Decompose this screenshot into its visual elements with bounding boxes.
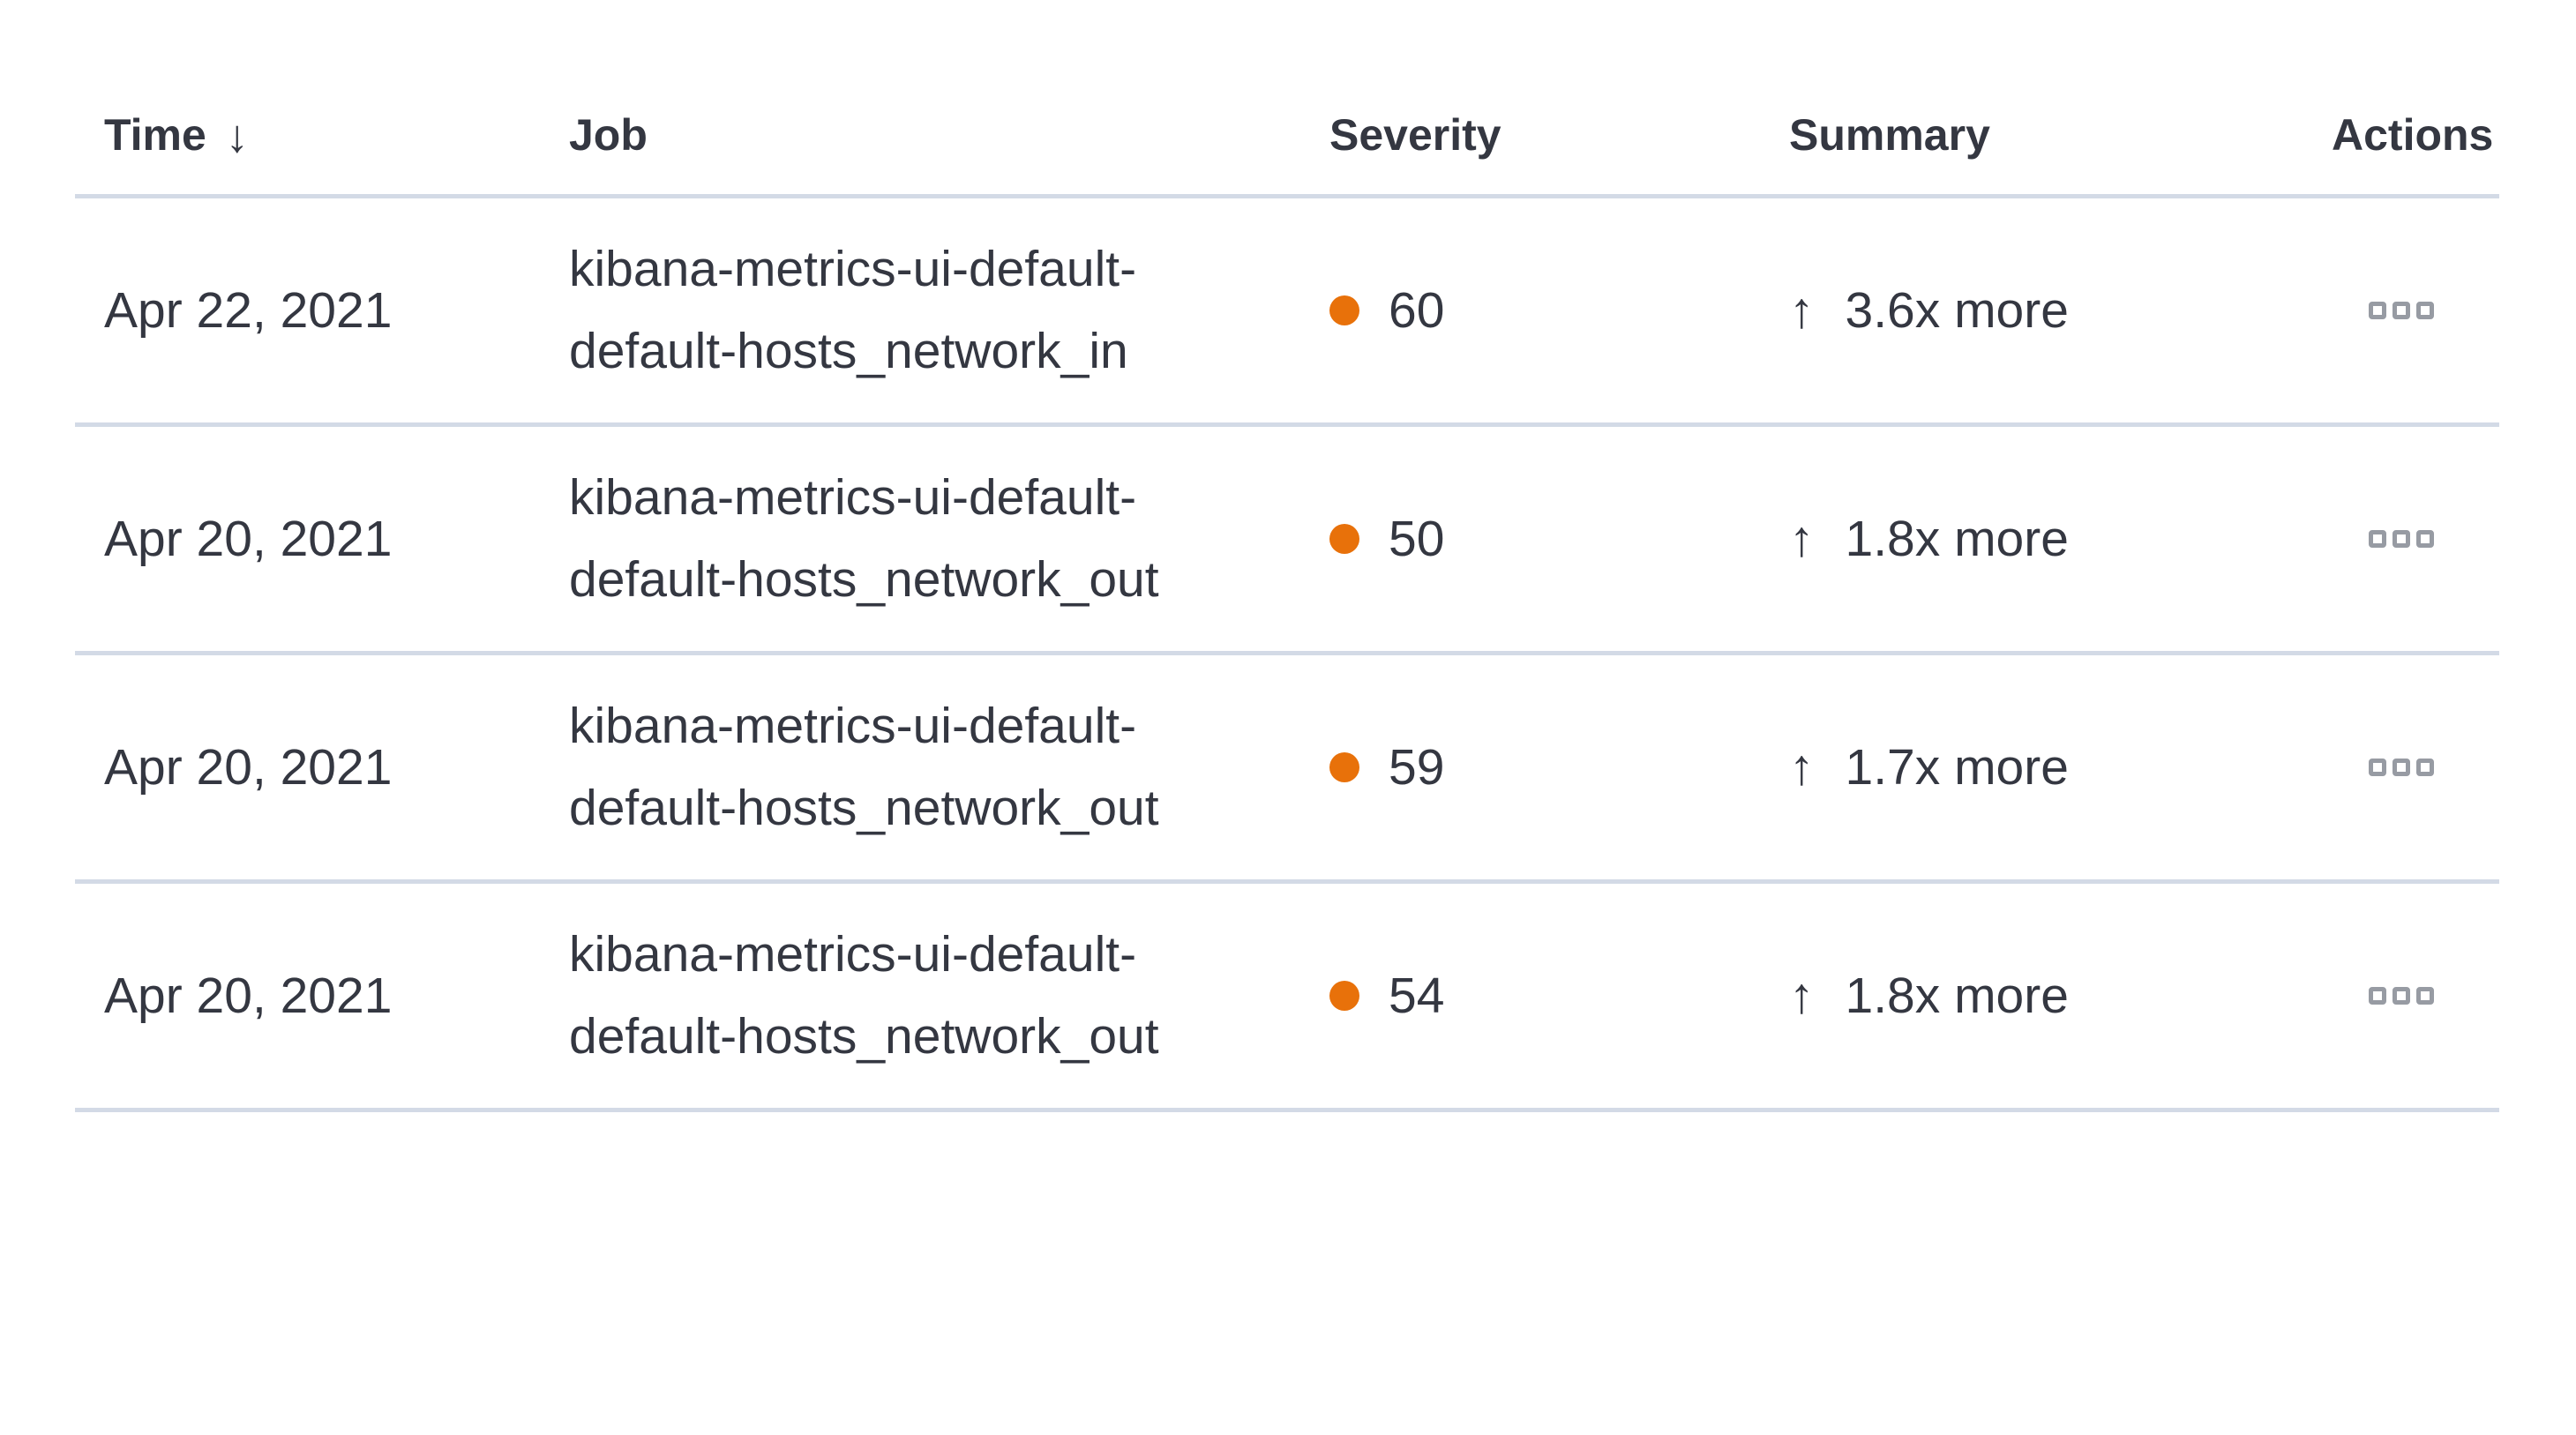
time-cell: Apr 20, 2021 bbox=[104, 968, 393, 1024]
column-header-actions: Actions bbox=[2332, 109, 2494, 160]
anomalies-table: Time ↓ Job Severity Summary Actions Apr … bbox=[75, 0, 2499, 1112]
severity-score: 50 bbox=[1389, 511, 1445, 567]
boxes-horizontal-icon bbox=[2392, 759, 2410, 776]
job-cell: kibana-metrics-ui-default-default-hosts_… bbox=[540, 914, 1300, 1078]
boxes-horizontal-icon bbox=[2392, 530, 2410, 548]
summary-cell: ↑ 1.8x more bbox=[1760, 510, 2303, 568]
boxes-horizontal-icon bbox=[2368, 302, 2386, 319]
summary-cell: ↑ 3.6x more bbox=[1760, 281, 2303, 340]
job-cell: kibana-metrics-ui-default-default-hosts_… bbox=[540, 685, 1300, 849]
table-row: Apr 20, 2021 kibana-metrics-ui-default-d… bbox=[75, 655, 2499, 884]
boxes-horizontal-icon bbox=[2392, 302, 2410, 319]
actions-cell bbox=[2303, 982, 2499, 1010]
time-cell: Apr 20, 2021 bbox=[104, 511, 393, 567]
row-actions-button[interactable] bbox=[2363, 753, 2439, 781]
boxes-horizontal-icon bbox=[2415, 530, 2434, 548]
row-actions-button[interactable] bbox=[2363, 296, 2439, 325]
summary-text: 3.6x more bbox=[1845, 282, 2069, 339]
table-row: Apr 20, 2021 kibana-metrics-ui-default-d… bbox=[75, 427, 2499, 655]
actions-cell bbox=[2303, 525, 2499, 553]
column-header-summary: Summary bbox=[1789, 109, 1990, 160]
summary-text: 1.8x more bbox=[1845, 968, 2069, 1024]
severity-cell: 59 bbox=[1300, 738, 1760, 796]
job-id: kibana-metrics-ui-default-default-hosts_… bbox=[569, 241, 1137, 379]
boxes-horizontal-icon bbox=[2368, 987, 2386, 1005]
column-header-time: Time ↓ bbox=[75, 108, 540, 162]
arrow-up-icon: ↑ bbox=[1789, 968, 1815, 1024]
table-header-row: Time ↓ Job Severity Summary Actions bbox=[75, 0, 2499, 198]
arrow-up-icon: ↑ bbox=[1789, 282, 1815, 339]
severity-dot-icon bbox=[1329, 752, 1359, 782]
job-cell: kibana-metrics-ui-default-default-hosts_… bbox=[540, 228, 1300, 392]
job-id: kibana-metrics-ui-default-default-hosts_… bbox=[569, 926, 1159, 1065]
severity-score: 60 bbox=[1389, 282, 1445, 339]
severity-cell: 60 bbox=[1300, 281, 1760, 340]
boxes-horizontal-icon bbox=[2415, 759, 2434, 776]
summary-text: 1.7x more bbox=[1845, 739, 2069, 796]
job-id: kibana-metrics-ui-default-default-hosts_… bbox=[569, 469, 1159, 608]
sort-by-time-button[interactable]: Time ↓ bbox=[104, 108, 249, 162]
summary-text: 1.8x more bbox=[1845, 511, 2069, 567]
severity-cell: 54 bbox=[1300, 967, 1760, 1025]
severity-score: 54 bbox=[1389, 968, 1445, 1024]
summary-cell: ↑ 1.7x more bbox=[1760, 738, 2303, 796]
severity-score: 59 bbox=[1389, 739, 1445, 796]
job-id: kibana-metrics-ui-default-default-hosts_… bbox=[569, 698, 1159, 836]
time-cell: Apr 22, 2021 bbox=[104, 282, 393, 339]
boxes-horizontal-icon bbox=[2392, 987, 2410, 1005]
row-actions-button[interactable] bbox=[2363, 982, 2439, 1010]
arrow-up-icon: ↑ bbox=[1789, 739, 1815, 796]
severity-dot-icon bbox=[1329, 295, 1359, 325]
arrow-up-icon: ↑ bbox=[1789, 511, 1815, 567]
boxes-horizontal-icon bbox=[2415, 302, 2434, 319]
boxes-horizontal-icon bbox=[2368, 759, 2386, 776]
job-cell: kibana-metrics-ui-default-default-hosts_… bbox=[540, 457, 1300, 621]
actions-cell bbox=[2303, 296, 2499, 325]
actions-cell bbox=[2303, 753, 2499, 781]
boxes-horizontal-icon bbox=[2415, 987, 2434, 1005]
summary-cell: ↑ 1.8x more bbox=[1760, 967, 2303, 1025]
row-actions-button[interactable] bbox=[2363, 525, 2439, 553]
severity-dot-icon bbox=[1329, 524, 1359, 554]
column-header-job: Job bbox=[569, 109, 648, 160]
boxes-horizontal-icon bbox=[2368, 530, 2386, 548]
severity-dot-icon bbox=[1329, 981, 1359, 1011]
column-header-severity: Severity bbox=[1329, 109, 1501, 160]
table-row: Apr 22, 2021 kibana-metrics-ui-default-d… bbox=[75, 198, 2499, 427]
time-cell: Apr 20, 2021 bbox=[104, 739, 393, 796]
severity-cell: 50 bbox=[1300, 510, 1760, 568]
sort-descending-icon: ↓ bbox=[225, 110, 249, 162]
column-header-time-label: Time bbox=[104, 109, 206, 160]
table-row: Apr 20, 2021 kibana-metrics-ui-default-d… bbox=[75, 884, 2499, 1112]
